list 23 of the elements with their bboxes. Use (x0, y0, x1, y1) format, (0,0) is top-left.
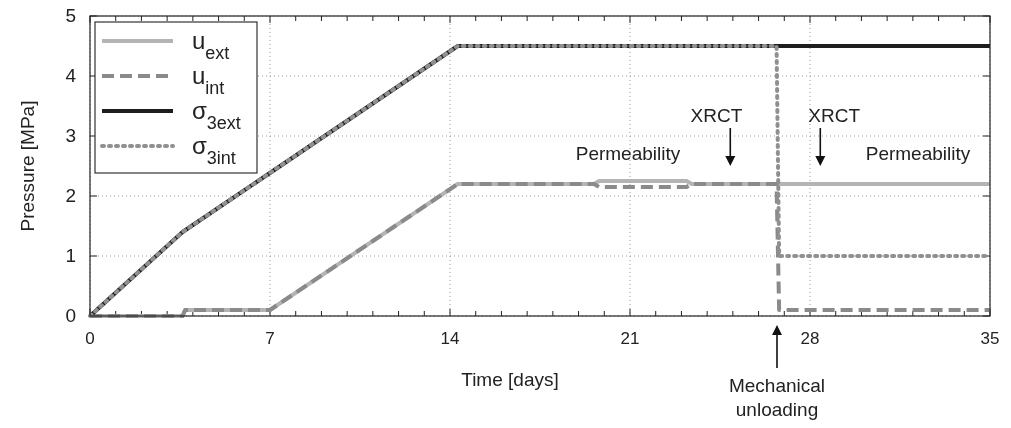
x-tick-label: 21 (620, 329, 640, 348)
x-tick-label: 7 (265, 329, 275, 348)
legend-label: σ$_{3ext}$ (192, 97, 241, 133)
x-tick-label: 14 (440, 329, 460, 348)
x-tick-label: 28 (800, 329, 820, 348)
x-axis-title: Time [days] (461, 369, 559, 390)
annotation: XRCT (690, 105, 743, 126)
legend-label: σ$_{3int}$ (192, 132, 236, 168)
annotation: XRCT (808, 105, 861, 126)
annotation: Permeability (575, 143, 681, 164)
legend-label: u$_{ext}$ (192, 27, 230, 63)
y-tick-label: 1 (65, 245, 76, 266)
y-tick-label: 4 (65, 65, 77, 86)
legend-label: u$_{int}$ (192, 62, 225, 98)
text: Mechanical unloading (728, 375, 826, 420)
x-tick-label: 35 (980, 329, 1000, 348)
y-tick-label: 0 (65, 305, 76, 326)
annotation: Permeability (865, 143, 971, 164)
y-tick-label: 2 (65, 185, 76, 206)
y-tick-label: 5 (65, 5, 76, 26)
y-axis-title: Pressure [MPa] (17, 100, 38, 232)
x-tick-label: 0 (85, 329, 95, 348)
y-tick-label: 3 (65, 125, 76, 146)
